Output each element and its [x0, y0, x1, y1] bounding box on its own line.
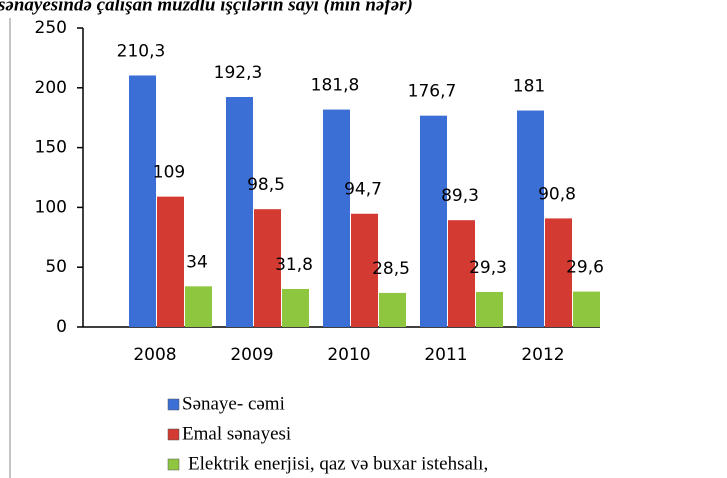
data-label: 31,8: [275, 255, 313, 275]
x-tick-label: 2009: [230, 345, 273, 365]
bar: [282, 288, 309, 327]
bar: [517, 110, 544, 327]
data-label: 176,7: [408, 82, 457, 102]
legend-label: Elektrik enerjisi, qaz və buxar istehsal…: [188, 453, 488, 474]
y-tick-label: 50: [45, 257, 67, 277]
bar: [351, 213, 378, 327]
data-label: 192,3: [214, 63, 263, 83]
legend-swatch: [167, 458, 180, 471]
bar: [420, 115, 447, 327]
data-label: 90,8: [538, 184, 576, 204]
y-tick-label: 200: [35, 78, 67, 98]
legend-label: Sənaye- cəmi: [182, 393, 285, 414]
bar: [185, 286, 212, 327]
bar: [129, 75, 156, 327]
legend-swatch: [167, 398, 180, 411]
data-label: 94,7: [344, 180, 382, 200]
x-tick-label: 2012: [521, 345, 564, 365]
x-tick-label: 2011: [424, 345, 467, 365]
data-label: 29,6: [566, 258, 604, 278]
bar: [157, 196, 184, 327]
bar: [448, 220, 475, 327]
bar: [323, 109, 350, 327]
data-label: 98,5: [247, 175, 285, 195]
bar: [254, 209, 281, 327]
y-tick-label: 100: [35, 197, 67, 217]
y-tick-label: 250: [35, 18, 67, 38]
data-label: 109: [153, 163, 185, 183]
data-label: 210,3: [117, 41, 166, 61]
bar: [545, 218, 572, 327]
data-label: 28,5: [372, 259, 410, 279]
bar: [379, 292, 406, 327]
bar: [226, 97, 253, 327]
data-label: 34: [186, 252, 208, 272]
bar: [573, 291, 600, 327]
data-label: 89,3: [441, 186, 479, 206]
y-tick-label: 0: [56, 317, 67, 337]
data-label: 29,3: [469, 258, 507, 278]
chart-title: sənayesində çalışan muzdlu işçilərin say…: [0, 0, 413, 15]
bar: [476, 291, 503, 327]
legend-label: Emal sənayesi: [182, 423, 291, 444]
legend-swatch: [167, 428, 180, 441]
x-tick-label: 2008: [133, 345, 176, 365]
y-tick-label: 150: [35, 138, 67, 158]
data-label: 181,8: [311, 76, 360, 96]
data-label: 181: [513, 77, 545, 97]
x-tick-label: 2010: [327, 345, 370, 365]
